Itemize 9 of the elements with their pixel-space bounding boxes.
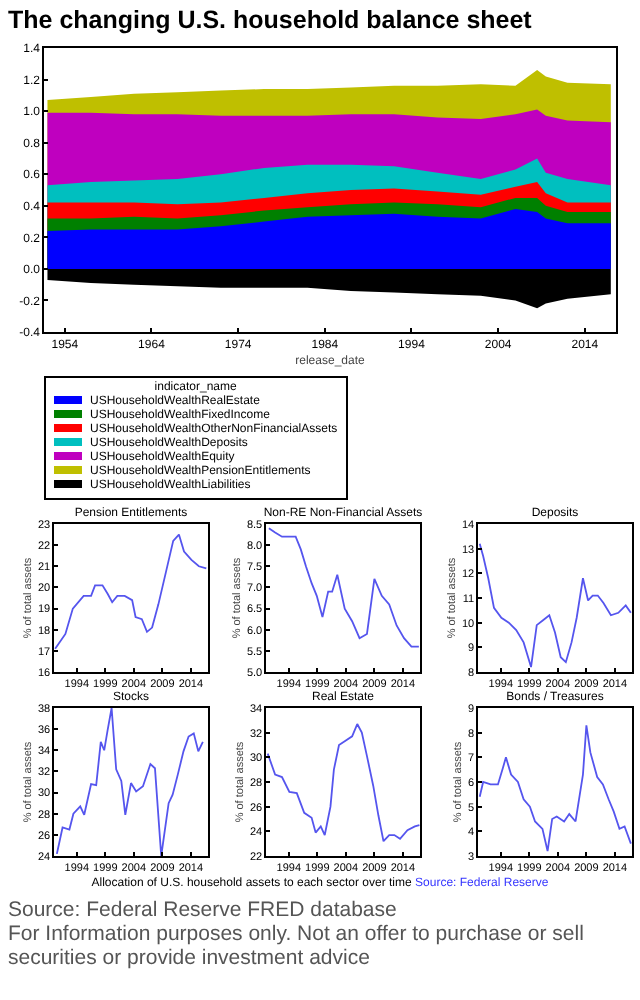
- source-note: Source: Federal Reserve FRED database: [8, 898, 399, 922]
- line-series: [54, 533, 208, 650]
- line-series: [266, 723, 420, 843]
- line-series: [478, 542, 632, 668]
- chart-title: The changing U.S. household balance sheet: [6, 4, 534, 38]
- line-series: [478, 724, 632, 852]
- text: For Information purposes only. Not an offer to purchase or sell securities or provide investment advice: [8, 922, 586, 970]
- line-series: [267, 527, 420, 648]
- line-series: [55, 708, 204, 856]
